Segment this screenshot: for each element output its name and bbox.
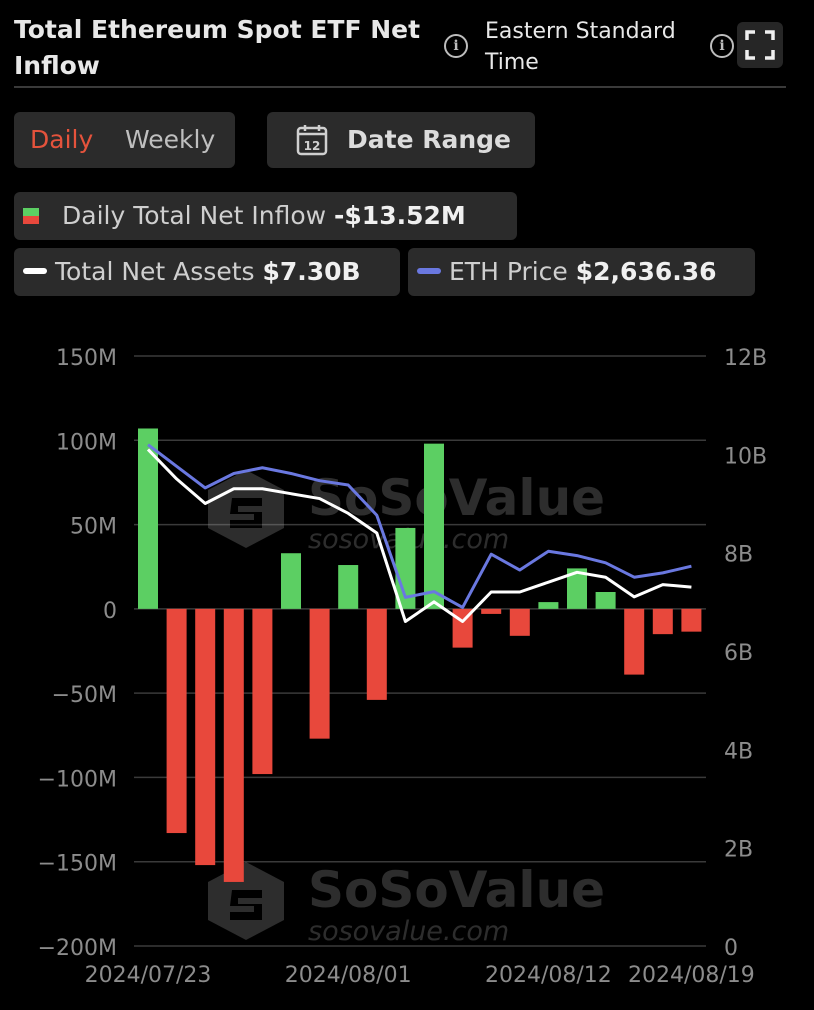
assets-line-icon	[23, 268, 47, 274]
total-net-assets-line	[146, 448, 692, 623]
eth-price-line	[147, 443, 692, 609]
inflow-bar	[338, 565, 359, 609]
x-tick-label: 2024/08/01	[285, 963, 412, 988]
inflow-bar	[624, 608, 645, 675]
left-tick-label: 100M	[56, 430, 117, 455]
chart-header: Total Ethereum Spot ETF Net Inflow i Eas…	[14, 10, 786, 88]
right-tick-label: 4B	[724, 739, 753, 764]
svg-text:SoSoValue: SoSoValue	[308, 469, 605, 527]
inflow-label: Daily Total Net Inflow	[62, 201, 327, 230]
inflow-bar	[309, 608, 330, 739]
inflow-bar	[195, 608, 216, 866]
legend-net-inflow[interactable]: Daily Total Net Inflow -$13.52M	[14, 192, 517, 240]
left-tick-label: 50M	[70, 515, 117, 540]
inflow-bar	[538, 602, 559, 609]
watermark-bottom: SoSoValue sosovalue.com	[208, 861, 605, 947]
inflow-bar	[424, 443, 444, 609]
right-tick-label: 0	[724, 936, 738, 961]
price-label: ETH Price	[449, 257, 568, 286]
left-tick-label: 150M	[56, 346, 117, 371]
date-range-label: Date Range	[347, 125, 512, 154]
left-tick-label: −150M	[38, 852, 117, 877]
inflow-swatch-icon	[23, 208, 39, 224]
inflow-bar	[395, 527, 416, 609]
svg-text:12: 12	[304, 139, 321, 153]
fullscreen-icon	[745, 30, 775, 60]
right-tick-label: 8B	[724, 543, 753, 568]
left-tick-label: 0	[103, 599, 117, 624]
legend-total-assets[interactable]: Total Net Assets $7.30B	[14, 248, 400, 296]
inflow-bar	[166, 608, 187, 834]
svg-text:SoSoValue: SoSoValue	[308, 861, 605, 919]
info-icon[interactable]: i	[444, 34, 468, 58]
calendar-icon: 12	[296, 125, 328, 156]
inflow-bar	[567, 568, 587, 609]
timezone-label: Eastern Standard Time	[485, 19, 676, 75]
weekly-tab[interactable]: Weekly	[125, 125, 216, 154]
right-tick-label: 6B	[724, 641, 753, 666]
assets-value: $7.30B	[262, 257, 361, 286]
left-tick-label: −200M	[38, 936, 117, 961]
svg-text:sosovalue.com: sosovalue.com	[308, 916, 509, 947]
x-tick-label: 2024/08/19	[628, 963, 755, 988]
watermark-logo-icon	[208, 862, 284, 940]
x-tick-label: 2024/07/23	[85, 963, 212, 988]
inflow-bar	[223, 608, 244, 882]
date-range-button[interactable]: 12 Date Range	[267, 112, 535, 168]
daily-tab[interactable]: Daily	[30, 125, 94, 154]
inflow-bar	[281, 553, 301, 609]
period-toggle: Daily Weekly	[14, 112, 235, 168]
right-tick-label: 12B	[724, 346, 767, 371]
price-value: $2,636.36	[575, 257, 717, 286]
price-line-icon	[417, 268, 441, 274]
inflow-bar	[366, 608, 387, 700]
right-tick-label: 10B	[724, 444, 767, 469]
legend-eth-price[interactable]: ETH Price $2,636.36	[408, 248, 755, 296]
right-tick-label: 2B	[724, 838, 753, 863]
timezone-info-icon[interactable]: i	[710, 34, 734, 58]
inflow-bar	[138, 428, 158, 609]
left-tick-label: −50M	[52, 683, 117, 708]
inflow-bar	[509, 608, 530, 636]
watermark-top: SoSoValue sosovalue.com	[208, 469, 605, 555]
left-tick-label: −100M	[38, 767, 117, 792]
assets-label: Total Net Assets	[55, 257, 255, 286]
inflow-bar	[595, 592, 616, 609]
inflow-bar	[481, 608, 502, 614]
inflow-value: -$13.52M	[334, 201, 466, 230]
inflow-bar	[652, 608, 673, 635]
inflow-bar	[252, 608, 273, 775]
inflow-bar	[681, 608, 702, 632]
x-tick-label: 2024/08/12	[485, 963, 612, 988]
chart-title: Total Ethereum Spot ETF Net Inflow	[14, 15, 421, 80]
fullscreen-button[interactable]	[737, 22, 783, 68]
